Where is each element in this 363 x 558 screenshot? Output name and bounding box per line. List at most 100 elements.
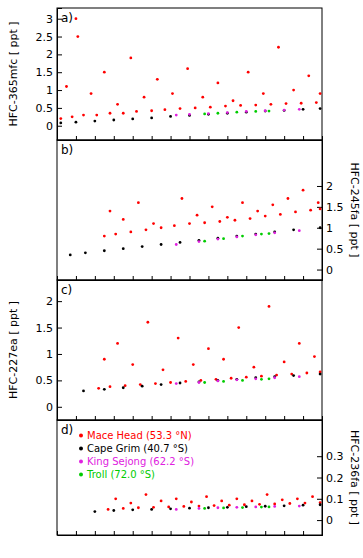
y-tick-mark	[57, 90, 62, 91]
data-point	[122, 247, 125, 250]
x-tick	[303, 276, 304, 280]
data-point	[273, 376, 276, 379]
data-point	[283, 109, 286, 112]
x-tick	[171, 276, 172, 280]
x-tick-mark	[57, 276, 58, 280]
x-tick	[114, 416, 115, 420]
y-tick-label: 1	[46, 84, 53, 97]
plot-frame	[57, 280, 322, 420]
x-tick-mark	[190, 136, 191, 140]
x-tick-mark	[190, 276, 191, 280]
x-tick	[208, 136, 209, 140]
data-point	[220, 500, 223, 503]
x-tick-mark	[152, 416, 153, 420]
data-point	[283, 109, 286, 112]
x-tick	[76, 531, 77, 535]
data-point	[260, 233, 263, 236]
data-point	[304, 502, 307, 505]
legend-label: Cape Grim (40.7 °S)	[87, 443, 188, 454]
panel: 00.10.20.3HFC-236fa [ ppt ]d)Mace Head (…	[57, 420, 361, 536]
x-tick-mark	[265, 136, 266, 140]
data-point	[109, 385, 112, 388]
data-point	[76, 35, 79, 38]
data-point	[107, 508, 110, 511]
data-point	[186, 67, 189, 70]
y-tick: 2.5	[36, 31, 63, 44]
y-tick-label: 1	[326, 222, 333, 235]
data-point	[150, 116, 153, 119]
data-point	[298, 229, 301, 232]
x-tick	[114, 136, 115, 140]
x-tick-mark	[246, 531, 247, 535]
data-point	[302, 504, 305, 507]
x-tick-mark	[95, 276, 96, 280]
data-point	[235, 497, 238, 500]
x-tick	[114, 531, 115, 535]
x-tick-mark	[303, 416, 304, 420]
data-point	[207, 506, 210, 509]
y-tick-label: 1	[46, 348, 53, 361]
data-point	[122, 112, 125, 115]
x-tick-mark	[208, 136, 209, 140]
x-tick-mark	[227, 531, 228, 535]
data-point	[273, 231, 276, 234]
panel-title: d)	[61, 423, 73, 437]
x-tick	[246, 276, 247, 280]
x-tick-mark	[284, 276, 285, 280]
x-tick-mark	[171, 416, 172, 420]
data-point	[228, 504, 231, 507]
data-point	[188, 222, 191, 225]
data-point	[294, 210, 297, 213]
series	[175, 375, 301, 385]
x-tick-mark	[133, 276, 134, 280]
data-point	[192, 363, 195, 366]
x-tick-mark	[95, 531, 96, 535]
data-point	[143, 96, 146, 99]
data-point	[97, 387, 100, 390]
data-point	[230, 377, 233, 380]
y-tick-mark	[317, 186, 322, 187]
y-axis-line	[58, 281, 63, 421]
x-tick-mark	[114, 531, 115, 535]
data-point	[292, 89, 295, 92]
data-point	[216, 238, 219, 241]
panel-title: b)	[61, 143, 73, 157]
data-point	[216, 380, 219, 383]
series	[203, 110, 270, 116]
panel-title: c)	[61, 283, 72, 297]
x-tick	[95, 416, 96, 420]
data-point	[169, 507, 172, 510]
data-point	[181, 197, 184, 200]
series	[203, 505, 270, 509]
x-tick-mark	[208, 531, 209, 535]
x-tick	[133, 531, 134, 535]
data-point	[198, 381, 201, 384]
data-point	[235, 506, 238, 509]
data-point	[266, 493, 269, 496]
plot-frame	[57, 420, 322, 535]
data-point	[245, 505, 248, 508]
series	[97, 305, 321, 390]
data-point	[173, 224, 176, 227]
data-point	[203, 221, 206, 224]
y-tick-label: 0	[46, 401, 53, 414]
data-point	[160, 500, 163, 503]
data-point	[268, 232, 271, 235]
x-tick-mark	[246, 276, 247, 280]
x-tick	[265, 416, 266, 420]
data-point	[277, 46, 280, 49]
x-tick	[133, 416, 134, 420]
y-tick-label: 0.5	[326, 243, 344, 256]
x-tick-mark	[76, 531, 77, 535]
x-tick	[265, 136, 266, 140]
data-point	[190, 501, 193, 504]
data-point	[141, 385, 144, 388]
data-point	[283, 504, 286, 507]
data-point	[150, 508, 153, 511]
y-axis: 00.511.52	[317, 141, 344, 281]
data-point	[298, 505, 301, 508]
data-point	[152, 506, 155, 509]
data-point	[222, 358, 225, 361]
y-tick-label: 1.5	[36, 322, 54, 335]
data-point	[251, 500, 254, 503]
